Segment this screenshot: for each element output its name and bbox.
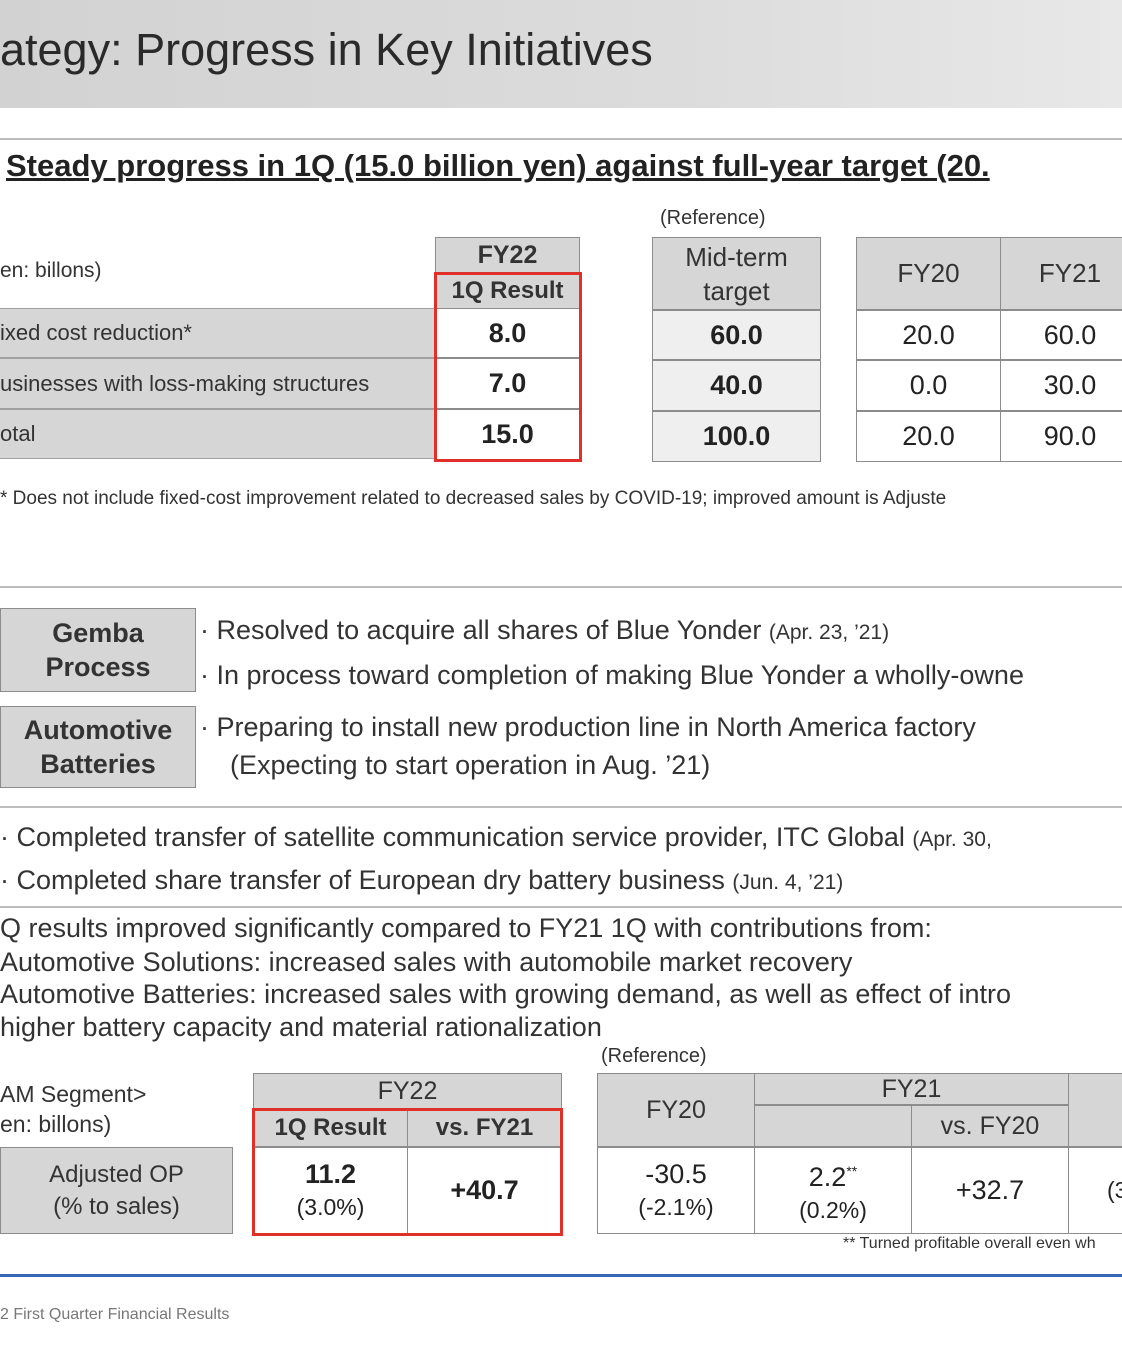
fy22-1q-header: 1Q Result [435, 273, 580, 309]
fy22-header-2: FY22 [253, 1073, 562, 1109]
section-headline: Steady progress in 1Q (15.0 billion yen)… [6, 148, 990, 183]
adjusted-op-label: Adjusted OP (% to sales) [0, 1147, 233, 1234]
highlight-box-2 [252, 1108, 563, 1236]
fy21-value-loss-making: 30.0 [1000, 360, 1122, 411]
results-line-1: Q results improved significantly compare… [0, 913, 932, 943]
transfer-bullet-2-date: (Jun. 4, ’21) [732, 871, 844, 894]
vs-fy21-header: vs. FY21 [407, 1109, 562, 1147]
fy21-value-cell: 2.2** (0.2%) [754, 1147, 912, 1234]
footnote-2: ** Turned profitable overall even wh [843, 1235, 1096, 1252]
gemba-bullet-2-text: In process toward completion of making B… [216, 660, 1024, 690]
row-label-fixed-cost: ixed cost reduction* [0, 308, 436, 358]
row-label-total: otal [0, 409, 436, 459]
divider [0, 806, 1122, 808]
midterm-line2: target [703, 275, 770, 306]
highlight-box [434, 272, 582, 462]
unit-label-2: en: billons) [0, 1111, 112, 1137]
auto-bullet-1-text: Preparing to install new production line… [216, 712, 976, 742]
adjusted-op-line2: (% to sales) [53, 1192, 180, 1220]
q1-result-value: 11.2 [304, 1158, 357, 1189]
midterm-header: Mid-term target [652, 237, 821, 310]
divider [0, 586, 1122, 588]
segment-label: AM Segment> [0, 1081, 147, 1107]
fy20-value-loss-making: 0.0 [856, 360, 1001, 411]
q1-result-header: 1Q Result [253, 1109, 408, 1147]
q1-result-pct: (3.0%) [296, 1193, 365, 1220]
fy20-op-value: -30.5 [645, 1158, 707, 1189]
results-line-2: Automotive Solutions: increased sales wi… [0, 947, 853, 977]
footnote: * Does not include fixed-cost improvemen… [0, 488, 947, 509]
gemba-bullet-1: · Resolved to acquire all shares of Blue… [200, 615, 890, 645]
automotive-batteries-label: Automotive Batteries [0, 706, 196, 788]
divider [0, 138, 1122, 140]
midterm-line1: Mid-term [685, 241, 788, 272]
transfer-bullet-1: · Completed transfer of satellite commun… [0, 822, 992, 852]
fy20-op-pct: (-2.1%) [638, 1193, 714, 1220]
transfer-bullet-2: · Completed share transfer of European d… [0, 865, 844, 895]
adjusted-op-line1: Adjusted OP [49, 1160, 184, 1188]
fy21-op-pct: (0.2%) [799, 1196, 867, 1223]
gemba-bullet-1-text: Resolved to acquire all shares of Blue Y… [216, 615, 762, 645]
fy20-header-2: FY20 [597, 1073, 755, 1147]
transfer-bullet-1-date: (Apr. 30, [912, 828, 992, 851]
fy21-header-2: FY21 [754, 1073, 1069, 1105]
gemba-process-label: Gemba Process [0, 608, 196, 692]
partial-pct: (3 [1107, 1177, 1122, 1203]
fy21-value-fixed-cost: 60.0 [1000, 310, 1122, 360]
vs-fy20-value: +32.7 [911, 1147, 1069, 1234]
results-line-4: higher battery capacity and material rat… [0, 1012, 602, 1042]
fy20-value-cell: -30.5 (-2.1%) [597, 1147, 755, 1234]
transfer-bullet-2-text: Completed share transfer of European dry… [16, 865, 725, 895]
page-title: ategy: Progress in Key Initiatives [0, 24, 653, 75]
next-header-partial [1068, 1073, 1122, 1147]
title-bar [0, 0, 1122, 108]
vs-fy21-value: +40.7 [407, 1147, 562, 1234]
fy21-header: FY21 [1000, 237, 1122, 310]
gemba-bullet-1-date: (Apr. 23, ’21) [768, 621, 890, 644]
gemba-bullet-2: · In process toward completion of making… [200, 660, 1024, 690]
footer-text: 2 First Quarter Financial Results [0, 1306, 230, 1323]
auto-bullet-2: (Expecting to start operation in Aug. ’2… [230, 750, 711, 780]
unit-label: en: billons) [0, 259, 102, 282]
midterm-value-total: 100.0 [652, 411, 821, 462]
fy21-blank-header [754, 1105, 912, 1147]
fy21-value-total: 90.0 [1000, 411, 1122, 462]
gemba-label-line2: Process [45, 652, 151, 682]
fy21-op-value-wrap: 2.2** [809, 1155, 857, 1194]
fy21-op-value: 2.2 [808, 1161, 847, 1192]
footer-line [0, 1274, 1122, 1277]
fy20-value-total: 20.0 [856, 411, 1001, 462]
fy20-header: FY20 [856, 237, 1001, 310]
auto-label-line2: Batteries [40, 749, 156, 779]
vs-fy20-header: vs. FY20 [911, 1105, 1069, 1147]
fy22-header: FY22 [435, 237, 580, 273]
auto-bullet-1: · Preparing to install new production li… [200, 712, 976, 742]
midterm-value-loss-making: 40.0 [652, 360, 821, 411]
reference-label: (Reference) [660, 207, 766, 229]
partial-value-cell: (3 [1068, 1147, 1122, 1234]
fy21-op-mark: ** [846, 1162, 858, 1179]
gemba-label-line1: Gemba [52, 618, 144, 648]
reference-label-2: (Reference) [601, 1045, 707, 1067]
midterm-value-fixed-cost: 60.0 [652, 310, 821, 360]
divider [0, 906, 1122, 908]
results-line-3: Automotive Batteries: increased sales wi… [0, 979, 1012, 1009]
auto-label-line1: Automotive [23, 715, 173, 745]
row-label-loss-making: usinesses with loss-making structures [0, 358, 436, 409]
transfer-bullet-1-text: Completed transfer of satellite communic… [16, 822, 905, 852]
fy20-value-fixed-cost: 20.0 [856, 310, 1001, 360]
